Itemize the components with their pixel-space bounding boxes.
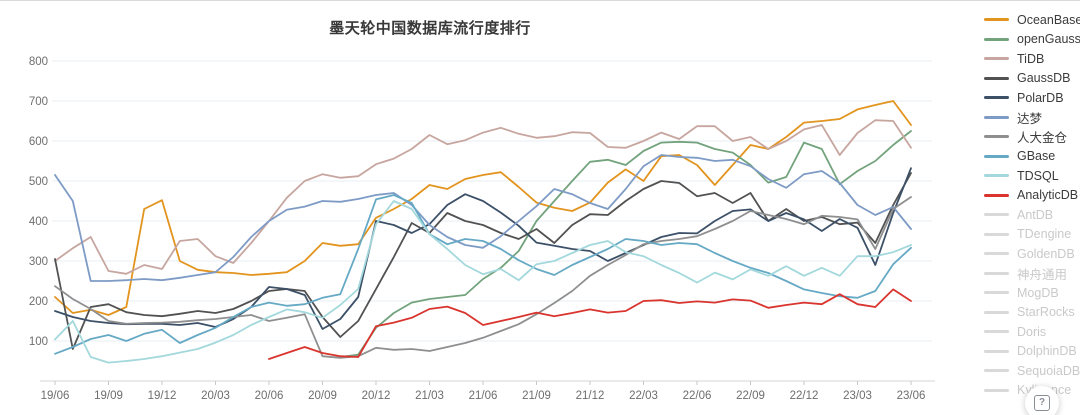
x-axis-label: 20/06 xyxy=(255,390,284,402)
legend-item-Doris[interactable]: Doris xyxy=(984,322,1080,342)
legend-label: PolarDB xyxy=(1017,90,1064,105)
legend-item-TiDB[interactable]: TiDB xyxy=(984,49,1080,69)
legend-swatch xyxy=(984,57,1009,61)
legend-label: SequoiaDB xyxy=(1017,363,1080,378)
x-axis-label: 19/06 xyxy=(41,390,70,402)
legend-label: TDSQL xyxy=(1017,168,1059,183)
legend-item-TDSQL[interactable]: TDSQL xyxy=(984,166,1080,186)
x-axis-label: 21/12 xyxy=(576,390,605,402)
legend-item-达梦[interactable]: 达梦 xyxy=(984,108,1080,128)
legend-swatch xyxy=(984,213,1009,217)
x-axis-label: 22/12 xyxy=(790,390,819,402)
x-axis-label: 21/06 xyxy=(469,390,498,402)
legend-item-神舟通用[interactable]: 神舟通用 xyxy=(984,264,1080,284)
legend-swatch xyxy=(984,330,1009,334)
legend-item-openGauss[interactable]: openGauss xyxy=(984,30,1080,50)
legend-item-MogDB[interactable]: MogDB xyxy=(984,283,1080,303)
legend-item-GoldenDB[interactable]: GoldenDB xyxy=(984,244,1080,264)
x-axis-label: 22/03 xyxy=(629,390,658,402)
legend-label: 达梦 xyxy=(1017,111,1043,126)
x-axis-label: 21/03 xyxy=(415,390,444,402)
legend-label: AnalyticDB xyxy=(1017,188,1079,203)
legend-item-OceanBase[interactable]: OceanBase xyxy=(984,10,1080,30)
legend-swatch xyxy=(984,369,1009,373)
series-line-openGauss xyxy=(339,130,912,358)
chart-title: 墨天轮中国数据库流行度排行 xyxy=(329,20,531,37)
x-axis-label: 23/06 xyxy=(897,390,926,402)
legend-item-StarRocks[interactable]: StarRocks xyxy=(984,303,1080,323)
legend-item-人大金仓[interactable]: 人大金仓 xyxy=(984,127,1080,147)
legend-item-PolarDB[interactable]: PolarDB xyxy=(984,88,1080,108)
legend-item-SequoiaDB[interactable]: SequoiaDB xyxy=(984,361,1080,381)
y-axis-label: 400 xyxy=(29,216,48,228)
help-icon: ? xyxy=(1034,395,1050,411)
legend-swatch xyxy=(984,96,1009,100)
y-axis-label: 700 xyxy=(29,96,48,108)
x-axis-label: 20/09 xyxy=(308,390,337,402)
y-axis-label: 500 xyxy=(29,176,48,188)
legend-label: Doris xyxy=(1017,324,1047,339)
legend-swatch xyxy=(984,154,1009,158)
legend: OceanBase openGauss TiDB GaussDB PolarDB 达梦人大… xyxy=(984,10,1080,400)
legend-item-DolphinDB[interactable]: DolphinDB xyxy=(984,342,1080,362)
legend-label: GaussDB xyxy=(1017,71,1071,86)
legend-swatch xyxy=(984,349,1009,353)
legend-label: DolphinDB xyxy=(1017,344,1077,359)
series-line-PolarDB xyxy=(54,167,912,330)
series-line-达梦 xyxy=(54,154,912,282)
legend-swatch xyxy=(984,135,1009,139)
x-axis-label: 20/12 xyxy=(362,390,391,402)
legend-label: TiDB xyxy=(1017,51,1045,66)
legend-swatch xyxy=(984,76,1009,80)
series-line-AnalyticDB xyxy=(268,288,912,360)
legend-swatch xyxy=(984,271,1009,275)
legend-label: 神舟通用 xyxy=(1017,267,1068,282)
legend-label: AntDB xyxy=(1017,207,1054,222)
help-button[interactable]: ? xyxy=(1025,386,1059,415)
legend-swatch xyxy=(984,18,1009,22)
x-axis-label: 22/09 xyxy=(736,390,765,402)
legend-label: 人大金仓 xyxy=(1017,131,1068,146)
legend-swatch xyxy=(984,388,1009,392)
x-axis-label: 20/03 xyxy=(201,390,230,402)
legend-item-GBase[interactable]: GBase xyxy=(984,147,1080,167)
legend-swatch xyxy=(984,37,1009,41)
legend-item-AnalyticDB[interactable]: AnalyticDB xyxy=(984,186,1080,206)
legend-label: TDengine xyxy=(1017,227,1072,242)
x-axis-label: 21/09 xyxy=(522,390,551,402)
legend-swatch xyxy=(984,115,1009,119)
y-axis-label: 800 xyxy=(29,56,48,68)
x-axis-label: 19/12 xyxy=(148,390,177,402)
legend-item-TDengine[interactable]: TDengine xyxy=(984,225,1080,245)
y-axis-label: 200 xyxy=(29,296,48,308)
legend-swatch xyxy=(984,174,1009,178)
y-axis-label: 300 xyxy=(29,256,48,268)
y-axis-label: 600 xyxy=(29,136,48,148)
x-axis-label: 23/03 xyxy=(843,390,872,402)
legend-swatch xyxy=(984,310,1009,314)
legend-swatch xyxy=(984,252,1009,256)
legend-label: StarRocks xyxy=(1017,305,1075,320)
x-axis-label: 22/06 xyxy=(683,390,712,402)
legend-label: OceanBase xyxy=(1017,12,1080,27)
x-axis-label: 19/09 xyxy=(94,390,123,402)
legend-swatch xyxy=(984,232,1009,236)
legend-label: GBase xyxy=(1017,149,1056,164)
series-line-TiDB xyxy=(54,119,912,275)
legend-label: MogDB xyxy=(1017,285,1059,300)
legend-item-AntDB[interactable]: AntDB xyxy=(984,205,1080,225)
y-axis-label: 100 xyxy=(29,336,48,348)
legend-label: GoldenDB xyxy=(1017,246,1075,261)
legend-label: openGauss xyxy=(1017,32,1080,47)
series-line-人大金仓 xyxy=(54,196,912,359)
series-line-TDSQL xyxy=(54,200,912,364)
legend-swatch xyxy=(984,193,1009,197)
legend-swatch xyxy=(984,291,1009,295)
series-line-GBase xyxy=(54,194,912,355)
legend-item-GaussDB[interactable]: GaussDB xyxy=(984,69,1080,89)
